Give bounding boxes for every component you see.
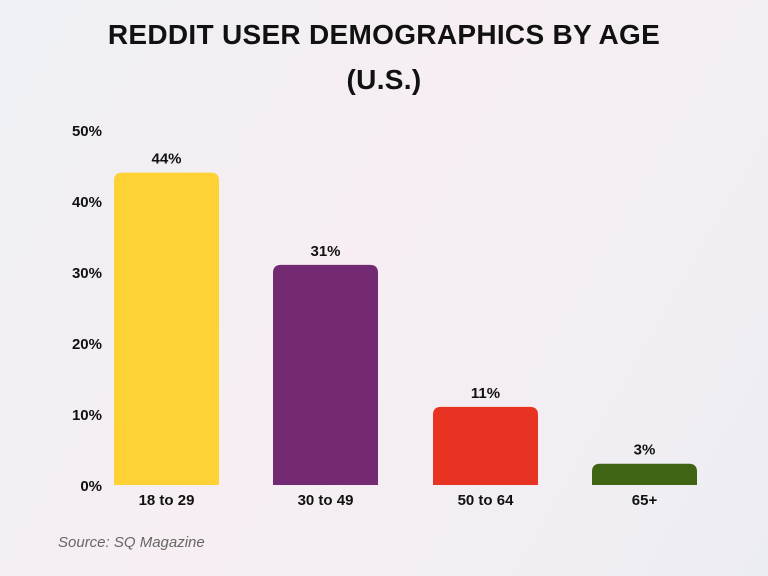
chart-title: REDDIT USER DEMOGRAPHICS BY AGE (U.S.) xyxy=(0,12,768,102)
chart-title-line-1: REDDIT USER DEMOGRAPHICS BY AGE xyxy=(107,19,661,50)
bar xyxy=(433,406,538,485)
y-tick-label: 0% xyxy=(80,478,102,495)
x-tick-label: 65+ xyxy=(632,492,658,509)
source-note: Source: SQ Magazine xyxy=(58,534,205,551)
y-tick-label: 10% xyxy=(72,407,102,424)
x-tick-label: 50 to 64 xyxy=(458,492,515,509)
y-tick-label: 30% xyxy=(72,265,102,282)
bar xyxy=(273,264,378,485)
data-label: 44% xyxy=(151,151,181,168)
data-label: 31% xyxy=(310,243,340,260)
y-tick-label: 50% xyxy=(72,123,102,140)
bar xyxy=(592,463,697,485)
data-label: 11% xyxy=(471,385,500,402)
bar xyxy=(114,172,219,485)
chart-title-line-2: (U.S.) xyxy=(346,64,422,95)
y-tick-label: 20% xyxy=(72,336,102,353)
x-tick-label: 18 to 29 xyxy=(139,492,195,509)
data-label: 3% xyxy=(634,442,656,459)
y-tick-label: 40% xyxy=(72,194,102,211)
x-tick-label: 30 to 49 xyxy=(298,492,354,509)
